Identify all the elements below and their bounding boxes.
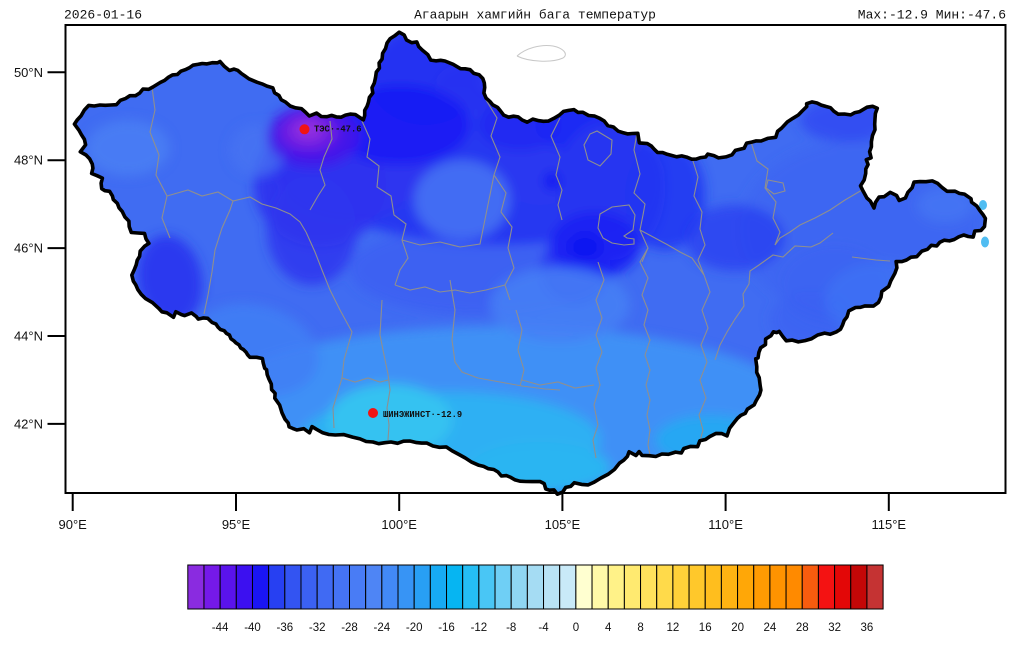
svg-text:95°E: 95°E [222, 517, 251, 532]
svg-text:115°E: 115°E [871, 517, 906, 532]
svg-text:20: 20 [731, 622, 744, 634]
svg-text:Агаарын хамгийн бага температу: Агаарын хамгийн бага температур [414, 8, 656, 23]
svg-text:46°N: 46°N [14, 241, 43, 256]
svg-text:42°N: 42°N [14, 416, 43, 431]
svg-text:-4: -4 [538, 622, 549, 634]
svg-text:0: 0 [573, 622, 579, 634]
svg-text:-12: -12 [471, 622, 488, 634]
svg-text:105°E: 105°E [545, 517, 581, 532]
svg-text:4: 4 [605, 622, 612, 634]
svg-text:-16: -16 [438, 622, 455, 634]
svg-text:8: 8 [637, 622, 643, 634]
svg-text:-8: -8 [506, 622, 516, 634]
svg-text:24: 24 [764, 622, 777, 634]
svg-text:32: 32 [828, 622, 841, 634]
svg-text:-32: -32 [309, 622, 326, 634]
svg-text:Max:-12.9 Мин:-47.6: Max:-12.9 Мин:-47.6 [858, 8, 1006, 23]
svg-text:2026-01-16: 2026-01-16 [64, 8, 142, 23]
svg-text:44°N: 44°N [14, 329, 43, 344]
svg-text:90°E: 90°E [59, 517, 88, 532]
svg-text:28: 28 [796, 622, 809, 634]
svg-text:-36: -36 [276, 622, 293, 634]
svg-text:ШИНЭЖИНСТ·-12.9: ШИНЭЖИНСТ·-12.9 [383, 410, 462, 420]
svg-text:100°E: 100°E [381, 517, 417, 532]
svg-text:ТЭС·-47.6: ТЭС·-47.6 [314, 125, 362, 135]
svg-text:50°N: 50°N [14, 65, 43, 80]
svg-text:-28: -28 [341, 622, 358, 634]
svg-text:-24: -24 [373, 622, 390, 634]
svg-text:48°N: 48°N [14, 153, 43, 168]
svg-text:-20: -20 [406, 622, 423, 634]
svg-text:36: 36 [861, 622, 874, 634]
svg-text:-44: -44 [212, 622, 229, 634]
svg-text:110°E: 110°E [708, 517, 743, 532]
svg-text:12: 12 [667, 622, 680, 634]
svg-text:16: 16 [699, 622, 712, 634]
svg-text:-40: -40 [244, 622, 261, 634]
